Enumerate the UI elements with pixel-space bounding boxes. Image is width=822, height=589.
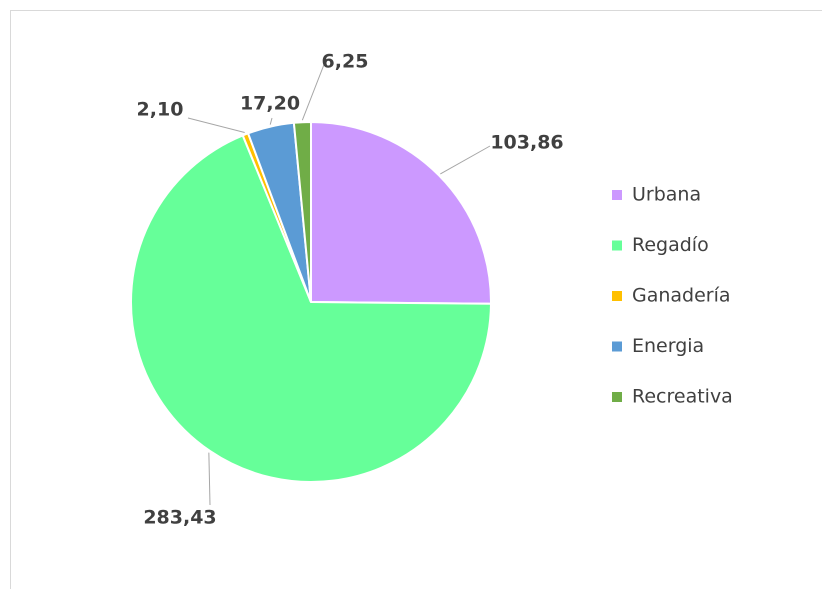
data-label: 2,10 bbox=[137, 99, 184, 121]
legend-label: Ganadería bbox=[632, 285, 731, 307]
legend-label: Recreativa bbox=[632, 386, 733, 408]
leader-line bbox=[208, 452, 211, 506]
legend-marker bbox=[612, 291, 622, 301]
legend-label: Urbana bbox=[632, 184, 701, 206]
pie-slice bbox=[292, 120, 312, 303]
pie-slice bbox=[130, 134, 493, 483]
leader-line bbox=[301, 61, 326, 121]
leader-line bbox=[269, 117, 273, 125]
pie-slice bbox=[310, 120, 492, 305]
legend-label: Regadío bbox=[632, 234, 709, 256]
legend-label: Energia bbox=[632, 335, 704, 357]
data-label: 6,25 bbox=[322, 51, 369, 73]
data-label: 17,20 bbox=[240, 93, 300, 115]
legend-marker bbox=[612, 392, 622, 402]
leader-line bbox=[187, 117, 245, 133]
legend-marker bbox=[612, 341, 622, 352]
legend-marker bbox=[612, 240, 622, 251]
data-label: 283,43 bbox=[143, 507, 216, 529]
leader-line bbox=[440, 145, 491, 175]
legend-marker bbox=[612, 190, 622, 200]
data-label: 103,86 bbox=[490, 132, 563, 154]
